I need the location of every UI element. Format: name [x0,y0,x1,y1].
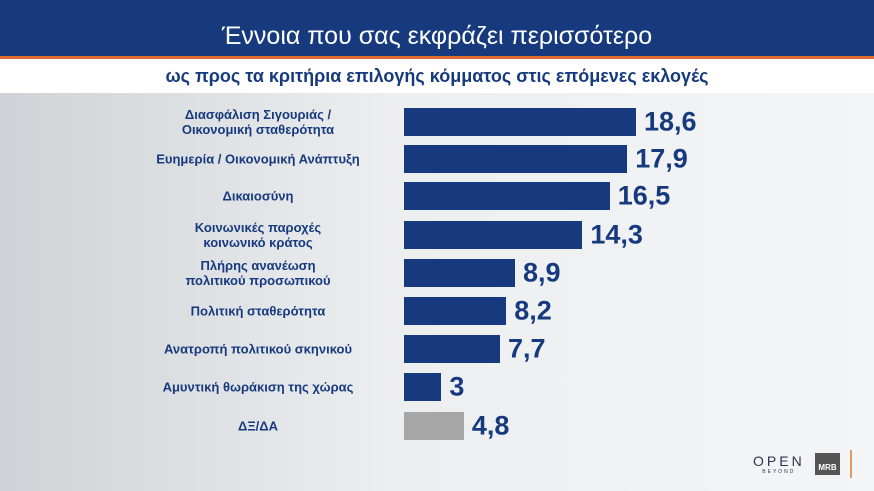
bar [404,412,464,440]
value-label: 8,9 [522,257,561,288]
value-label: 4,8 [471,410,510,441]
category-label: Πολιτική σταθερότητα [190,303,326,319]
bar [404,182,610,210]
value-label: 14,3 [590,219,643,250]
mrb-logo: MRB [815,453,840,475]
bar [404,373,442,401]
bar [404,297,507,325]
logo-divider [850,450,852,478]
category-label: ΔΞ/ΔΑ [237,418,279,434]
category-label: Κοινωνικές παροχές κοινωνικό κράτος [194,220,322,250]
value-label: 18,6 [643,106,697,137]
bar [404,145,628,173]
value-label: 17,9 [635,143,688,174]
bar [404,221,583,249]
header-bar [0,0,874,56]
value-label: 16,5 [617,180,671,211]
category-label: Διασφάλιση Σιγουριάς / Οικονομική σταθερό… [181,107,335,137]
bar [404,259,515,287]
bar [404,108,636,136]
category-label: Ευημερία / Οικονομική Ανάπτυξη [156,151,360,167]
category-label: Ανατροπή πολιτικού σκηνικού [163,341,353,357]
category-label: Δικαιοσύνη [222,188,294,204]
value-label: 8,2 [514,295,552,326]
open-logo: OPEN BEYOND [753,453,805,475]
bar [404,335,501,363]
chart-title: Έννοια που σας εκφράζει περισσότερο [221,22,653,50]
category-label: Αμυντική θωράκιση της χώρας [162,379,354,395]
value-label: 3 [449,371,465,402]
divider [0,56,874,59]
category-label: Πλήρης ανανέωση πολιτικού προσωπικού [185,258,331,288]
value-label: 7,7 [508,333,546,364]
chart-subtitle: ως προς τα κριτήρια επιλογής κόμματος στ… [0,59,874,93]
